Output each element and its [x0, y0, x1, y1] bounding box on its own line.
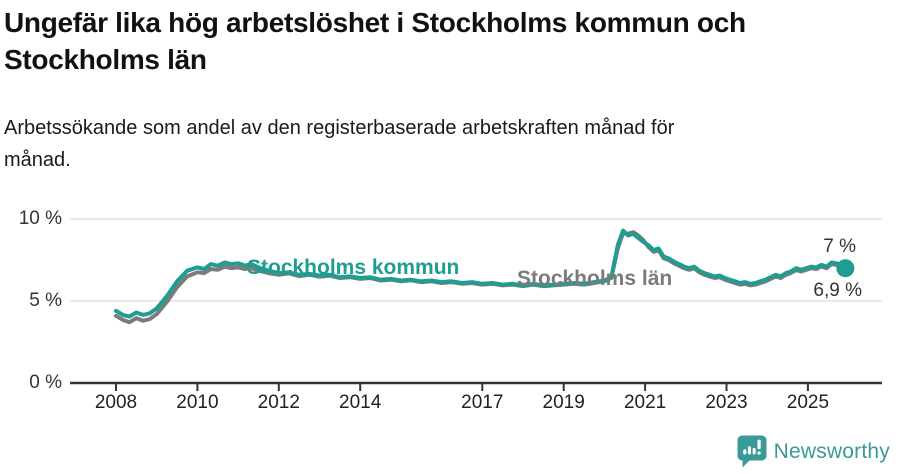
newsworthy-brand-text: Newsworthy — [773, 439, 890, 463]
newsworthy-brand: Newsworthy — [737, 435, 890, 468]
subtitle-line-1: Arbetssökande som andel av den registerb… — [4, 117, 675, 139]
series-label-stockholms-lan: Stockholms län — [517, 267, 673, 290]
y-tick-label-5: 5 % — [29, 290, 62, 311]
title-line-2: Stockholms län — [4, 44, 207, 75]
x-tick-label-2021: 2021 — [623, 392, 667, 413]
x-tick-label-2012: 2012 — [257, 392, 300, 413]
x-tick-label-2023: 2023 — [705, 392, 748, 413]
y-tick-label-10: 10 % — [18, 208, 62, 229]
page-title: Ungefär lika hög arbetslöshet i Stockhol… — [4, 4, 896, 78]
x-tick-label-2019: 2019 — [542, 392, 585, 413]
chart-subtitle: Arbetssökande som andel av den registerb… — [4, 112, 864, 176]
series-line-stockholms-län — [114, 230, 848, 325]
series-label-stockholms-kommun: Stockholms kommun — [247, 256, 460, 279]
y-tick-label-0: 0 % — [29, 372, 62, 393]
x-tick-label-2008: 2008 — [94, 392, 138, 413]
end-value-label-lan: 6,9 % — [813, 280, 862, 301]
title-line-1: Ungefär lika hög arbetslöshet i Stockhol… — [4, 7, 746, 38]
x-tick-label-2017: 2017 — [461, 392, 504, 413]
series-line-stockholms-kommun — [114, 228, 848, 319]
x-tick-label-2010: 2010 — [176, 392, 219, 413]
subtitle-line-2: månad. — [4, 149, 71, 171]
end-value-label-kommun: 7 % — [823, 236, 856, 257]
newsworthy-logo-icon — [737, 435, 767, 468]
x-tick-label-2014: 2014 — [339, 392, 382, 413]
x-tick-label-2025: 2025 — [786, 392, 830, 413]
series-end-dot — [836, 259, 855, 278]
